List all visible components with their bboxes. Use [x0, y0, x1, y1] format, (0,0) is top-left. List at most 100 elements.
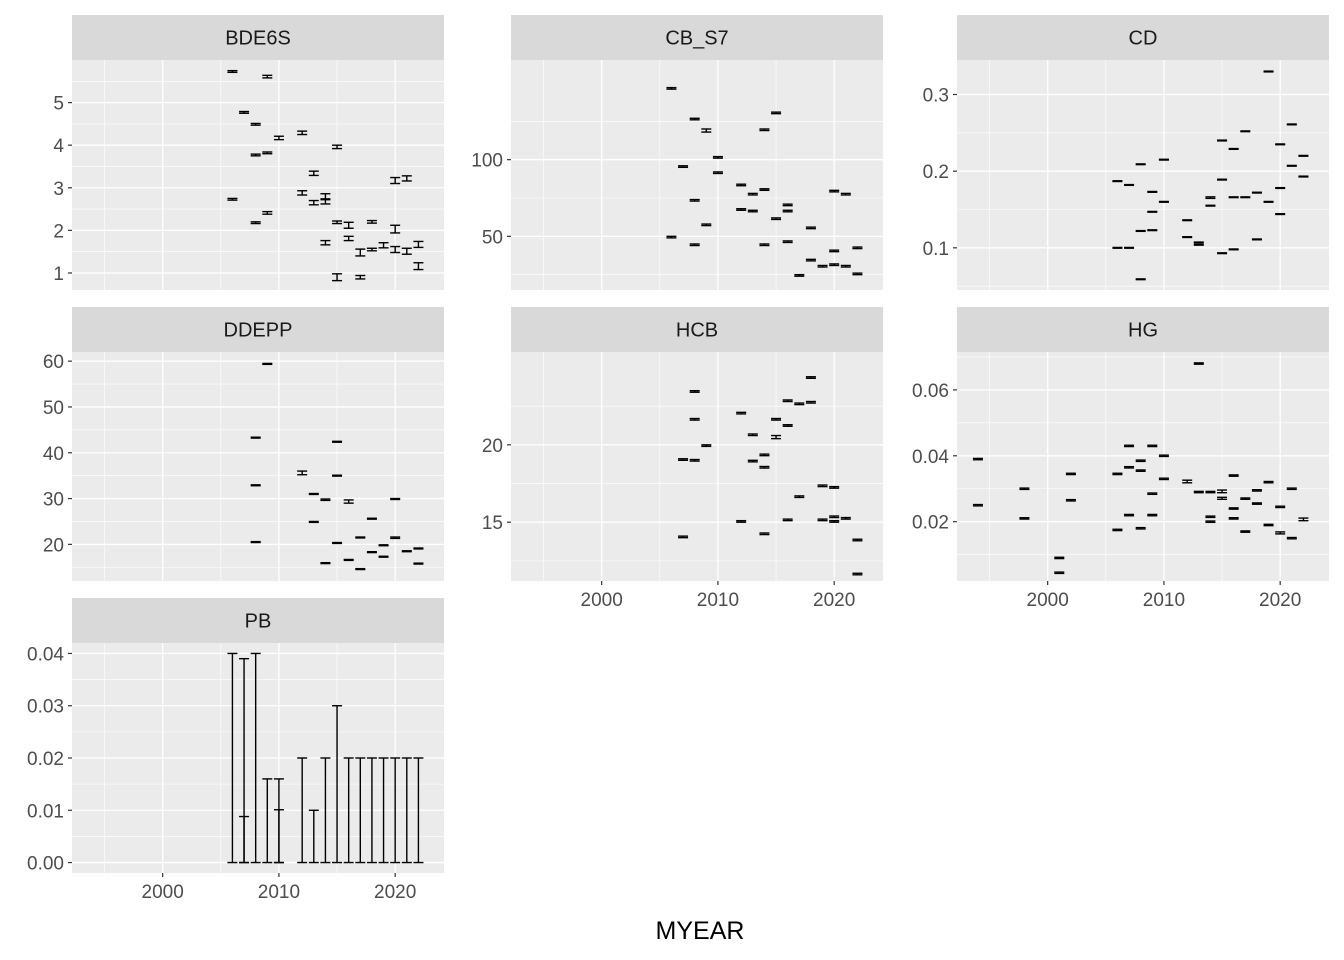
panel-background-cb-s7 [511, 60, 883, 290]
errorbar [250, 540, 261, 544]
y-tick-label: 4 [53, 136, 64, 157]
errorbar [332, 440, 343, 443]
errorbar [1112, 472, 1123, 476]
errorbar [366, 247, 377, 252]
errorbar [343, 558, 354, 562]
errorbar [689, 117, 700, 121]
errorbar [1240, 497, 1251, 500]
errorbar [1135, 278, 1146, 281]
panel-background-hg [957, 352, 1329, 581]
errorbar [1286, 123, 1297, 126]
errorbar [390, 245, 401, 254]
errorbar [829, 249, 840, 253]
errorbar [1158, 454, 1169, 458]
errorbar [262, 778, 273, 864]
strip-pb [72, 598, 444, 643]
strip-bde6s [72, 15, 444, 60]
x-tick-label: 2020 [813, 590, 855, 611]
y-tick-label: 0.3 [923, 86, 949, 107]
errorbar [1112, 246, 1123, 249]
errorbar [666, 235, 677, 239]
errorbar [817, 264, 828, 268]
errorbars-hg [972, 362, 1309, 575]
errorbar [401, 757, 412, 864]
errorbar [250, 221, 261, 225]
errorbar [355, 536, 366, 539]
errorbar [759, 188, 770, 192]
y-tick-label: 0.02 [912, 513, 949, 534]
errorbar [1158, 158, 1169, 161]
errorbar [1158, 200, 1169, 203]
errorbar [262, 74, 273, 79]
errorbar [1124, 183, 1135, 187]
panel-hg: HG 0.02 0.04 0.06 2000 2010 2020 [912, 307, 1329, 611]
errorbar [1228, 248, 1239, 251]
x-tick-label: 2020 [1259, 590, 1301, 611]
errorbar [1147, 210, 1158, 213]
y-tick-label: 20 [43, 535, 64, 556]
errorbar [1298, 517, 1309, 522]
errorbar [782, 209, 793, 213]
errorbar [1217, 496, 1228, 500]
errorbar [782, 424, 793, 427]
errorbar [262, 210, 273, 215]
errorbar [227, 652, 238, 864]
errorbar [747, 433, 758, 437]
errorbar [355, 567, 366, 571]
errorbar [972, 457, 983, 461]
errorbar [1240, 130, 1251, 133]
errorbar [852, 538, 863, 542]
errorbar [1298, 175, 1309, 178]
errorbar [250, 652, 261, 864]
errorbar [794, 402, 805, 406]
errorbar [1251, 238, 1262, 241]
errorbar [366, 550, 377, 554]
errorbar [378, 544, 389, 547]
errorbar [320, 498, 331, 502]
errorbar [678, 535, 689, 539]
errorbar [689, 198, 700, 202]
errorbars-ddepp [250, 362, 424, 571]
panel-pb: PB 0.00 0.01 0.02 0.03 0.04 2000 2010 2020 [27, 598, 444, 903]
errorbar [343, 757, 354, 864]
errorbar [332, 474, 343, 477]
errorbar [782, 203, 793, 207]
y-tick-label: 50 [482, 227, 503, 248]
errorbar [1147, 513, 1158, 517]
x-tick-label: 2000 [142, 882, 184, 903]
errorbar [736, 183, 747, 187]
errorbar [1251, 191, 1262, 194]
errorbar [308, 809, 319, 864]
y-tick-label: 0.00 [27, 854, 64, 875]
x-tick-label: 2010 [697, 590, 739, 611]
strip-hcb [511, 307, 883, 352]
errorbar [782, 518, 793, 522]
errorbar [771, 217, 782, 221]
y-tick-label: 0.04 [912, 447, 949, 468]
strip-ddepp [72, 307, 444, 352]
y-tick-label: 1 [53, 264, 64, 285]
panel-background-cd [957, 60, 1329, 290]
errorbar [390, 757, 401, 864]
errorbar [1251, 489, 1262, 492]
errorbar [829, 485, 840, 489]
errorbar [1065, 498, 1076, 502]
errorbar [1240, 196, 1251, 199]
errorbar [1019, 487, 1030, 491]
errorbar [1135, 229, 1146, 233]
errorbar [817, 484, 828, 488]
errorbar [1135, 459, 1146, 463]
errorbar [1263, 70, 1274, 73]
errorbar [332, 220, 343, 225]
panel-cd: CD 0.1 0.2 0.3 [923, 15, 1329, 290]
errorbar [736, 208, 747, 211]
strip-label-cd: CD [1129, 28, 1158, 50]
errorbar [1147, 229, 1158, 232]
errorbar [297, 470, 308, 476]
errorbar [1158, 477, 1169, 481]
y-tick-label: 2 [53, 221, 64, 242]
errorbar [308, 170, 319, 177]
errorbar [413, 757, 424, 864]
errorbar [1182, 479, 1193, 484]
errorbar [794, 273, 805, 277]
